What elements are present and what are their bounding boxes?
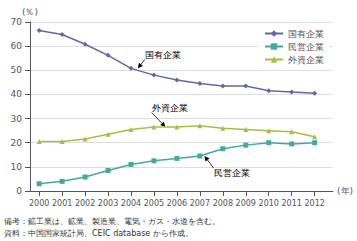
svg-text:2006: 2006 xyxy=(167,199,187,208)
svg-text:70: 70 xyxy=(11,17,23,27)
svg-text:10: 10 xyxy=(11,162,23,172)
svg-text:資料：中国国家統計局、CEIC database から作成。: 資料：中国国家統計局、CEIC database から作成。 xyxy=(4,229,193,238)
svg-text:2007: 2007 xyxy=(190,199,210,208)
svg-text:国有企業: 国有企業 xyxy=(145,50,181,60)
svg-text:40: 40 xyxy=(11,89,23,99)
svg-text:(％): (％) xyxy=(22,7,38,17)
svg-text:0: 0 xyxy=(16,186,22,196)
svg-text:2001: 2001 xyxy=(52,199,72,208)
svg-text:30: 30 xyxy=(11,114,23,124)
svg-text:(年): (年) xyxy=(337,186,353,196)
svg-text:民営企業: 民営企業 xyxy=(288,42,324,52)
svg-text:備考：鉱工業は、鉱業、製造業、電気・ガス・水道を含む。: 備考：鉱工業は、鉱業、製造業、電気・ガス・水道を含む。 xyxy=(4,217,220,226)
svg-text:2010: 2010 xyxy=(259,199,279,208)
svg-text:2002: 2002 xyxy=(75,199,95,208)
svg-text:2000: 2000 xyxy=(29,199,49,208)
svg-text:2012: 2012 xyxy=(304,199,324,208)
svg-text:2008: 2008 xyxy=(213,199,233,208)
svg-text:外資企業: 外資企業 xyxy=(288,55,324,65)
svg-text:2005: 2005 xyxy=(144,199,164,208)
svg-text:2004: 2004 xyxy=(121,199,141,208)
svg-text:国有企業: 国有企業 xyxy=(288,29,324,39)
svg-text:20: 20 xyxy=(11,138,23,148)
svg-text:60: 60 xyxy=(11,41,23,51)
svg-text:2003: 2003 xyxy=(98,199,118,208)
svg-text:50: 50 xyxy=(11,65,23,75)
svg-text:2009: 2009 xyxy=(236,199,256,208)
svg-text:2011: 2011 xyxy=(282,199,302,208)
svg-text:外資企業: 外資企業 xyxy=(152,103,188,113)
svg-text:民営企業: 民営企業 xyxy=(214,168,250,178)
